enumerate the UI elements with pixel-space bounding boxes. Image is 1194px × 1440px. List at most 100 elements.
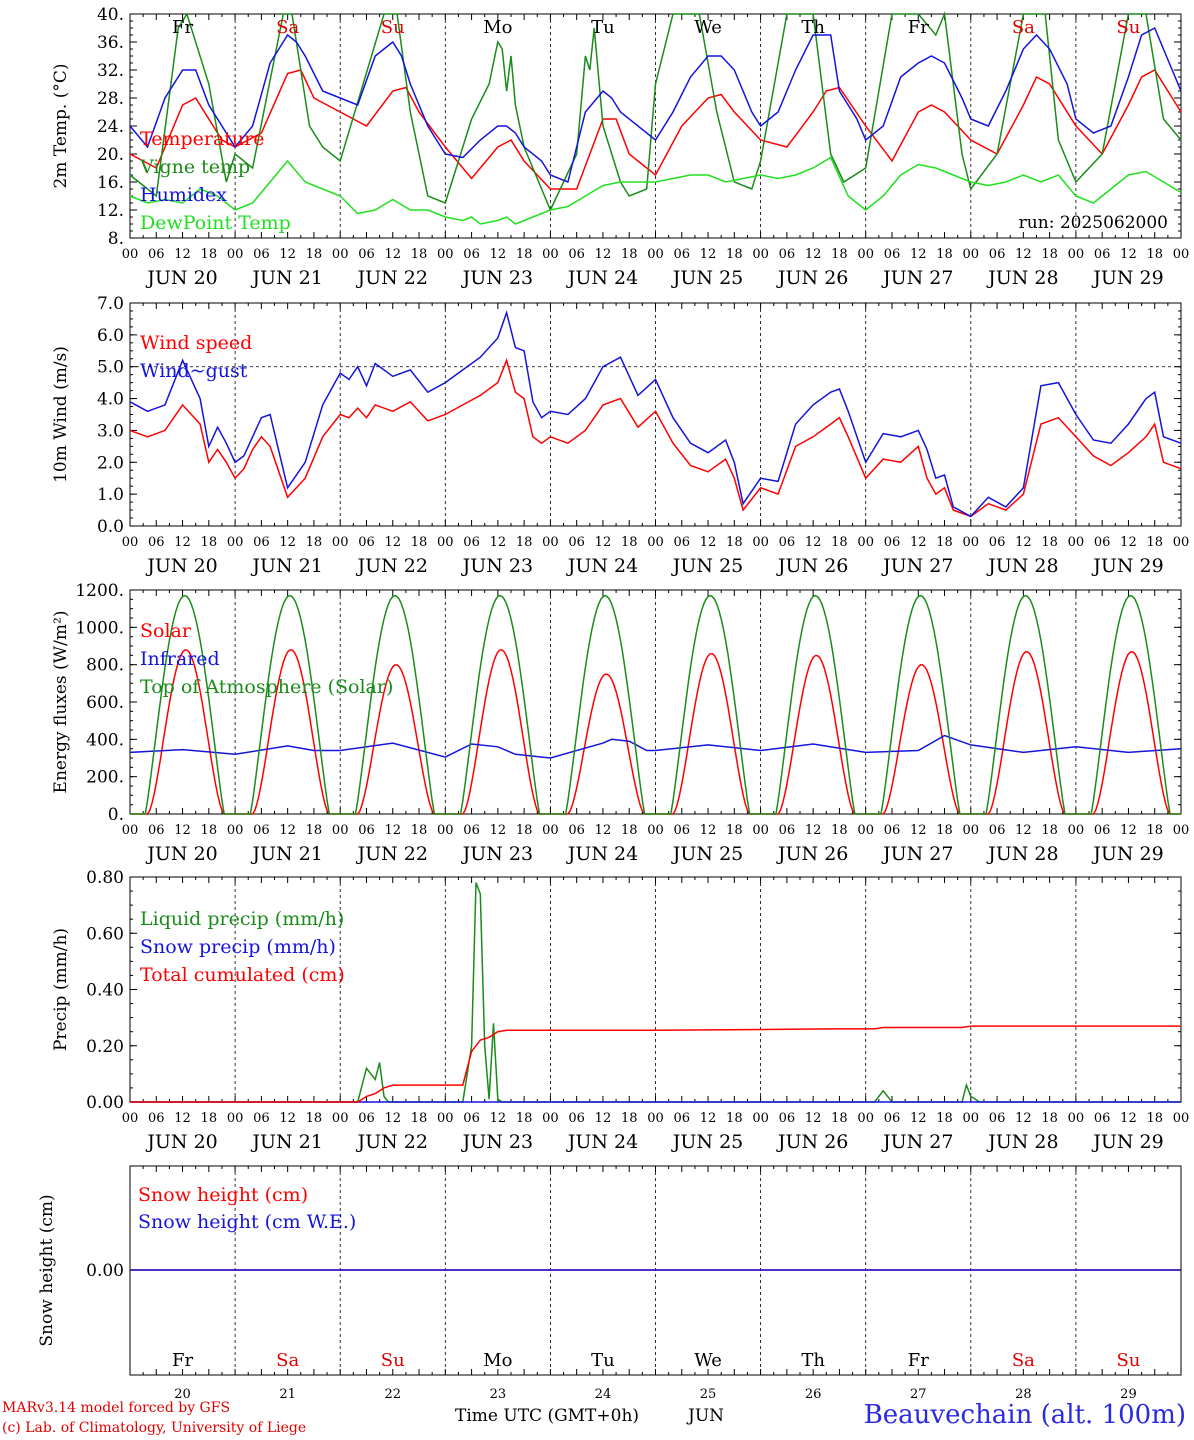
hour-tick-label: 00 xyxy=(332,247,349,262)
hour-tick-label: 12 xyxy=(1015,823,1032,838)
hour-tick-label: 06 xyxy=(148,535,165,550)
panel-5 xyxy=(129,1165,1182,1376)
hour-tick-label: 12 xyxy=(1015,247,1032,262)
hour-tick-label: 12 xyxy=(910,823,927,838)
weekday-label: Tu xyxy=(591,1350,615,1371)
hour-tick-label: 18 xyxy=(201,823,218,838)
hour-tick-label: 12 xyxy=(700,823,717,838)
hour-tick-label: 00 xyxy=(1173,1111,1190,1126)
hour-tick-label: 00 xyxy=(227,823,244,838)
hour-tick-label: 06 xyxy=(674,823,691,838)
hour-tick-label: 12 xyxy=(384,1111,401,1126)
hour-tick-label: 00 xyxy=(752,1111,769,1126)
hour-tick-label: 00 xyxy=(647,1111,664,1126)
hour-tick-label: 18 xyxy=(1146,823,1163,838)
y-tick-label: 0. xyxy=(108,805,124,825)
hour-tick-label: 18 xyxy=(831,247,848,262)
day-number-label: 24 xyxy=(595,1387,612,1402)
hour-tick-label: 18 xyxy=(1041,1111,1058,1126)
y-tick-label: 40. xyxy=(97,5,124,25)
hour-tick-label: 18 xyxy=(1041,535,1058,550)
y-tick-label: 1000. xyxy=(75,618,124,638)
hour-tick-label: 06 xyxy=(358,823,375,838)
hour-tick-label: 12 xyxy=(174,823,191,838)
hour-tick-label: 00 xyxy=(437,535,454,550)
hour-tick-label: 12 xyxy=(384,247,401,262)
hour-tick-label: 00 xyxy=(1068,247,1085,262)
weekday-label: Th xyxy=(801,17,825,38)
y-tick-label: 8. xyxy=(108,229,124,249)
hour-tick-label: 12 xyxy=(1120,823,1137,838)
hour-tick-label: 00 xyxy=(332,823,349,838)
hour-tick-label: 06 xyxy=(253,823,270,838)
date-label: JUN 22 xyxy=(356,843,428,865)
hour-tick-label: 00 xyxy=(437,247,454,262)
date-label: JUN 20 xyxy=(145,555,217,577)
y-tick-label: 7.0 xyxy=(97,294,124,314)
hour-tick-label: 06 xyxy=(358,247,375,262)
hour-tick-label: 12 xyxy=(490,823,507,838)
hour-tick-label: 00 xyxy=(1068,823,1085,838)
hour-tick-label: 00 xyxy=(752,535,769,550)
hour-tick-label: 06 xyxy=(674,247,691,262)
hour-tick-label: 12 xyxy=(1015,1111,1032,1126)
date-label: JUN 26 xyxy=(776,267,848,289)
date-label: JUN 28 xyxy=(986,267,1058,289)
y-tick-label: 0.60 xyxy=(86,924,124,944)
hour-tick-label: 00 xyxy=(857,1111,874,1126)
y-axis-label: Energy fluxes (W/m²) xyxy=(51,611,71,794)
weekday-label: Sa xyxy=(276,1350,299,1371)
series-dewpoint-temp xyxy=(129,156,1182,225)
weekday-label: Su xyxy=(1116,17,1140,38)
panel-3 xyxy=(129,589,1182,815)
hour-tick-label: 00 xyxy=(332,1111,349,1126)
y-axis-label: Snow height (cm) xyxy=(37,1194,57,1346)
hour-tick-label: 12 xyxy=(174,247,191,262)
date-label: JUN 26 xyxy=(776,843,848,865)
series-temperature xyxy=(129,69,1182,190)
date-label: JUN 27 xyxy=(881,843,953,865)
hour-tick-label: 12 xyxy=(490,1111,507,1126)
hour-tick-label: 18 xyxy=(831,1111,848,1126)
hour-tick-label: 06 xyxy=(463,535,480,550)
legend-series-snow-height-cm-: Snow height (cm) xyxy=(138,1184,308,1206)
date-label: JUN 23 xyxy=(461,555,533,577)
hour-tick-label: 06 xyxy=(463,1111,480,1126)
hour-tick-label: 06 xyxy=(253,247,270,262)
panel-1 xyxy=(129,11,1182,239)
day-number-label: 22 xyxy=(384,1387,401,1402)
hour-tick-label: 00 xyxy=(122,823,139,838)
weekday-label: Fr xyxy=(908,1350,929,1371)
hour-tick-label: 18 xyxy=(516,535,533,550)
hour-tick-label: 00 xyxy=(437,1111,454,1126)
panel-4 xyxy=(129,876,1182,1103)
hour-tick-label: 00 xyxy=(227,535,244,550)
date-label: JUN 24 xyxy=(566,843,638,865)
hour-tick-label: 00 xyxy=(1068,1111,1085,1126)
hour-tick-label: 06 xyxy=(358,535,375,550)
hour-tick-label: 06 xyxy=(1094,247,1111,262)
hour-tick-label: 00 xyxy=(542,535,559,550)
hour-tick-label: 18 xyxy=(1041,247,1058,262)
hour-tick-label: 12 xyxy=(910,247,927,262)
hour-tick-label: 18 xyxy=(1146,247,1163,262)
day-number-label: 29 xyxy=(1120,1387,1137,1402)
hour-tick-label: 12 xyxy=(490,247,507,262)
series-wind-gust xyxy=(129,309,1182,518)
weekday-label: Th xyxy=(801,1350,825,1371)
hour-tick-label: 12 xyxy=(1120,247,1137,262)
y-tick-label: 3.0 xyxy=(97,421,124,441)
hour-tick-label: 18 xyxy=(726,823,743,838)
hour-tick-label: 06 xyxy=(568,247,585,262)
hour-tick-label: 00 xyxy=(857,823,874,838)
date-label: JUN 22 xyxy=(356,1131,428,1153)
hour-tick-label: 00 xyxy=(963,823,980,838)
y-tick-label: 5.0 xyxy=(97,358,124,378)
y-axis-label: 2m Temp. (°C) xyxy=(51,63,71,188)
date-label: JUN 25 xyxy=(671,1131,743,1153)
hour-tick-label: 00 xyxy=(122,1111,139,1126)
weekday-label: Fr xyxy=(908,17,929,38)
date-label: JUN 22 xyxy=(356,555,428,577)
hour-tick-label: 18 xyxy=(936,535,953,550)
hour-tick-label: 18 xyxy=(726,1111,743,1126)
